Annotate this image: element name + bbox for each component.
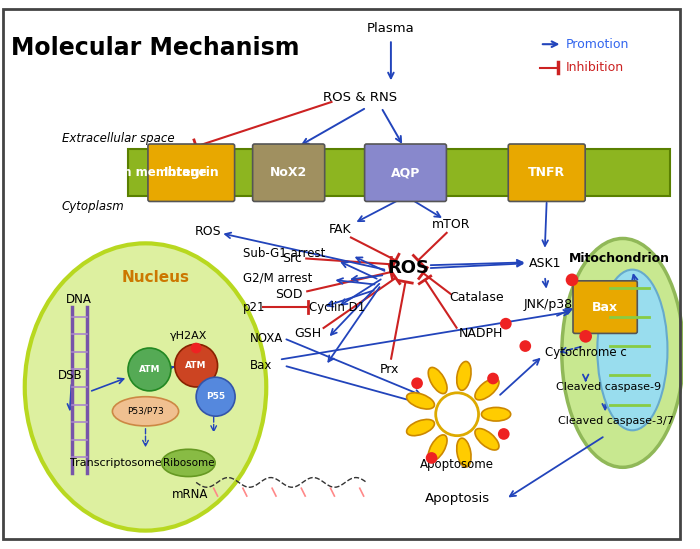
Text: P53/P73: P53/P73 — [127, 407, 164, 416]
Text: Transcriptosome: Transcriptosome — [71, 458, 162, 468]
Text: Nucleus: Nucleus — [121, 271, 189, 285]
Circle shape — [566, 273, 578, 286]
Text: Bax: Bax — [250, 359, 272, 372]
Text: Cytochrome c: Cytochrome c — [545, 346, 626, 360]
FancyBboxPatch shape — [365, 144, 447, 201]
Text: Bax: Bax — [592, 301, 618, 313]
Text: Extracellular space: Extracellular space — [62, 132, 174, 145]
Circle shape — [487, 373, 499, 384]
Text: JNK/p38: JNK/p38 — [524, 298, 573, 311]
Text: Src: Src — [281, 252, 302, 265]
Text: AQP: AQP — [391, 166, 420, 179]
Ellipse shape — [562, 238, 683, 467]
Text: DSB: DSB — [58, 369, 83, 382]
Text: Integrin: Integrin — [163, 166, 219, 179]
Bar — [128, 149, 671, 196]
Text: ROS: ROS — [387, 259, 429, 277]
Circle shape — [519, 340, 531, 352]
Text: Ribosome: Ribosome — [162, 458, 214, 468]
Text: G2/M arrest: G2/M arrest — [243, 271, 312, 284]
Text: NOXA: NOXA — [250, 332, 283, 345]
Ellipse shape — [113, 397, 178, 426]
FancyBboxPatch shape — [148, 144, 234, 201]
Circle shape — [435, 393, 479, 436]
Ellipse shape — [407, 419, 435, 436]
Text: P55: P55 — [206, 392, 225, 401]
Text: Cytoplasm membrane: Cytoplasm membrane — [62, 166, 206, 179]
Text: γH2AX: γH2AX — [169, 332, 207, 341]
Text: DNA: DNA — [66, 293, 92, 306]
Circle shape — [196, 377, 235, 416]
Text: Plasma: Plasma — [367, 22, 415, 35]
FancyBboxPatch shape — [253, 144, 325, 201]
Text: Sub-G1 arrest: Sub-G1 arrest — [243, 247, 326, 260]
Ellipse shape — [475, 429, 499, 450]
Text: Cleaved caspase-9: Cleaved caspase-9 — [556, 382, 662, 392]
Circle shape — [191, 343, 202, 354]
Text: mTOR: mTOR — [432, 218, 470, 231]
Text: GSH: GSH — [295, 327, 322, 340]
Text: Cyclin D1: Cyclin D1 — [309, 301, 365, 313]
Ellipse shape — [162, 449, 215, 477]
Text: FAK: FAK — [329, 223, 351, 236]
Text: SOD: SOD — [275, 288, 302, 301]
Circle shape — [500, 318, 512, 329]
Ellipse shape — [25, 243, 266, 530]
Text: Apoptosis: Apoptosis — [425, 492, 490, 506]
Text: TNFR: TNFR — [528, 166, 566, 179]
Text: ROS: ROS — [195, 225, 221, 238]
Text: Catalase: Catalase — [449, 291, 504, 304]
Text: Cytoplasm: Cytoplasm — [62, 200, 125, 214]
Text: Cleaved caspase-3/7: Cleaved caspase-3/7 — [559, 416, 674, 426]
Ellipse shape — [456, 438, 471, 467]
Circle shape — [175, 344, 218, 387]
Text: Inhibition: Inhibition — [566, 61, 624, 74]
Text: p21: p21 — [243, 301, 265, 313]
Text: Prx: Prx — [379, 363, 398, 376]
Ellipse shape — [597, 270, 668, 430]
Text: mRNA: mRNA — [172, 488, 208, 501]
Text: Promotion: Promotion — [566, 38, 629, 51]
Circle shape — [411, 377, 423, 389]
Text: ATM: ATM — [186, 361, 207, 370]
Text: NADPH: NADPH — [458, 327, 503, 340]
Ellipse shape — [456, 361, 471, 390]
Text: ASK1: ASK1 — [528, 257, 561, 270]
Ellipse shape — [407, 393, 435, 409]
Ellipse shape — [428, 367, 447, 394]
Ellipse shape — [428, 435, 447, 461]
Circle shape — [580, 330, 592, 343]
Ellipse shape — [482, 407, 511, 421]
FancyBboxPatch shape — [508, 144, 585, 201]
Ellipse shape — [475, 378, 499, 400]
Text: Mitochondrion: Mitochondrion — [569, 252, 670, 265]
Circle shape — [128, 348, 171, 391]
Text: NoX2: NoX2 — [270, 166, 307, 179]
Circle shape — [426, 452, 438, 464]
Circle shape — [498, 428, 510, 440]
Text: ATM: ATM — [139, 365, 160, 374]
Text: Molecular Mechanism: Molecular Mechanism — [11, 36, 300, 60]
Text: Apoptosome: Apoptosome — [420, 458, 494, 472]
FancyBboxPatch shape — [573, 281, 637, 333]
Text: ROS & RNS: ROS & RNS — [323, 91, 397, 104]
